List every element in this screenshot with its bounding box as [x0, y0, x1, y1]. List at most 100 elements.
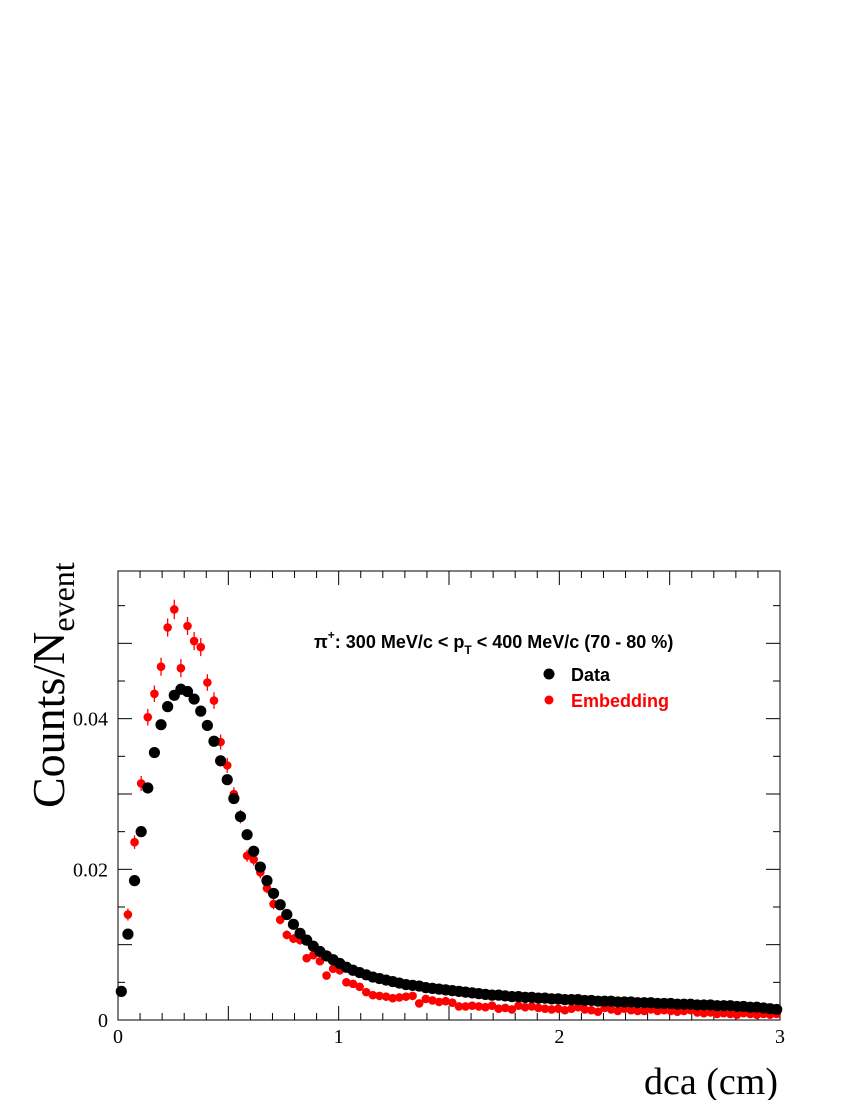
series-embedding: [123, 599, 781, 1020]
embedding-point: [355, 982, 364, 992]
embedding-point: [726, 1009, 735, 1019]
data-point: [208, 735, 220, 747]
embedding-point: [414, 999, 424, 1008]
data-point: [115, 985, 127, 997]
data-point: [142, 782, 154, 794]
embedding-point: [388, 993, 398, 1003]
embedding-point: [520, 1002, 530, 1012]
embedding-point: [500, 1003, 510, 1013]
data-point: [215, 755, 227, 767]
embedding-point: [163, 623, 172, 632]
embedding-point: [580, 1005, 590, 1014]
embedding-point: [169, 605, 179, 614]
embedding-point: [613, 1006, 623, 1016]
embedding-point: [712, 1009, 722, 1019]
data-point: [771, 1003, 783, 1016]
embedding-point: [434, 997, 444, 1007]
legend-marker-embedding: [544, 695, 554, 705]
embedding-point: [322, 971, 331, 980]
embedding-point: [428, 996, 437, 1005]
data-point: [201, 719, 213, 732]
plot-annotation: π+: 300 MeV/c < pT < 400 MeV/c (70 - 80 …: [314, 628, 673, 657]
embedding-point: [176, 663, 186, 673]
embedding-point: [203, 678, 212, 687]
embedding-point: [189, 636, 199, 646]
data-point: [195, 705, 207, 717]
embedding-point: [494, 1004, 503, 1013]
x-tick-label: 3: [775, 1026, 785, 1048]
data-point: [135, 826, 147, 838]
embedding-point: [361, 987, 371, 997]
embedding-point: [540, 1004, 550, 1013]
embedding-point: [487, 1001, 497, 1010]
legend: Data Embedding: [543, 665, 669, 711]
embedding-point: [150, 689, 159, 699]
data-point: [274, 899, 286, 911]
annotation-particle: π: [314, 632, 328, 652]
embedding-point: [348, 979, 358, 989]
embedding-point: [752, 1010, 762, 1020]
embedding-point: [209, 696, 219, 705]
x-tick-label: 0: [113, 1026, 123, 1048]
embedding-point: [587, 1005, 596, 1015]
embedding-point: [514, 1001, 523, 1010]
x-tick-label: 2: [554, 1026, 564, 1048]
x-tick-label: 1: [334, 1026, 344, 1048]
annotation-subscript: T: [464, 643, 472, 657]
data-point: [188, 693, 200, 705]
legend-label-embedding: Embedding: [571, 691, 669, 711]
data-point: [287, 918, 300, 930]
data-point: [254, 861, 266, 873]
embedding-point: [606, 1005, 616, 1014]
embedding-point: [143, 712, 153, 722]
embedding-point: [461, 1002, 470, 1011]
data-point: [128, 875, 141, 887]
data-point: [241, 829, 253, 841]
embedding-point: [454, 1002, 464, 1011]
embedding-point: [448, 998, 457, 1007]
legend-marker-data: [543, 668, 555, 680]
embedding-point: [573, 1002, 583, 1012]
embedding-point: [699, 1008, 709, 1018]
embedding-point: [123, 910, 133, 919]
data-point: [281, 908, 293, 921]
data-point: [267, 887, 280, 900]
embedding-point: [183, 621, 192, 631]
embedding-point: [375, 991, 384, 1001]
y-tick-label: 0: [98, 1010, 108, 1032]
embedding-point: [626, 1005, 636, 1015]
y-axis-title-subscript: event: [45, 562, 81, 631]
embedding-point: [666, 1006, 676, 1016]
embedding-point: [560, 1005, 570, 1015]
embedding-point: [547, 1005, 556, 1014]
embedding-point: [302, 953, 311, 963]
embedding-point: [507, 1005, 517, 1014]
embedding-point: [474, 1002, 484, 1011]
embedding-point: [719, 1008, 729, 1018]
x-axis-title: dca (cm): [644, 1061, 778, 1100]
y-tick-label: 0.02: [73, 859, 108, 881]
embedding-point: [196, 642, 206, 652]
embedding-point: [732, 1010, 742, 1020]
embedding-point: [633, 1006, 642, 1016]
data-point: [162, 701, 174, 713]
embedding-point: [692, 1008, 702, 1017]
embedding-point: [527, 1002, 537, 1011]
annotation-text-post: < 400 MeV/c (70 - 80 %): [472, 632, 674, 652]
embedding-point: [673, 1007, 682, 1017]
embedding-point: [553, 1004, 563, 1013]
embedding-point: [441, 996, 450, 1006]
data-point: [234, 810, 247, 823]
embedding-point: [156, 662, 166, 671]
embedding-point: [368, 990, 378, 1000]
y-axis-title: Counts/Nevent: [23, 562, 81, 808]
embedding-point: [249, 855, 259, 864]
series-data: [115, 683, 783, 1016]
embedding-point: [706, 1008, 715, 1017]
embedding-point: [130, 837, 139, 847]
data-point: [181, 685, 194, 698]
embedding-point: [534, 1003, 543, 1013]
data-point: [148, 746, 161, 759]
embedding-point: [653, 1006, 662, 1016]
embedding-point: [639, 1006, 649, 1016]
